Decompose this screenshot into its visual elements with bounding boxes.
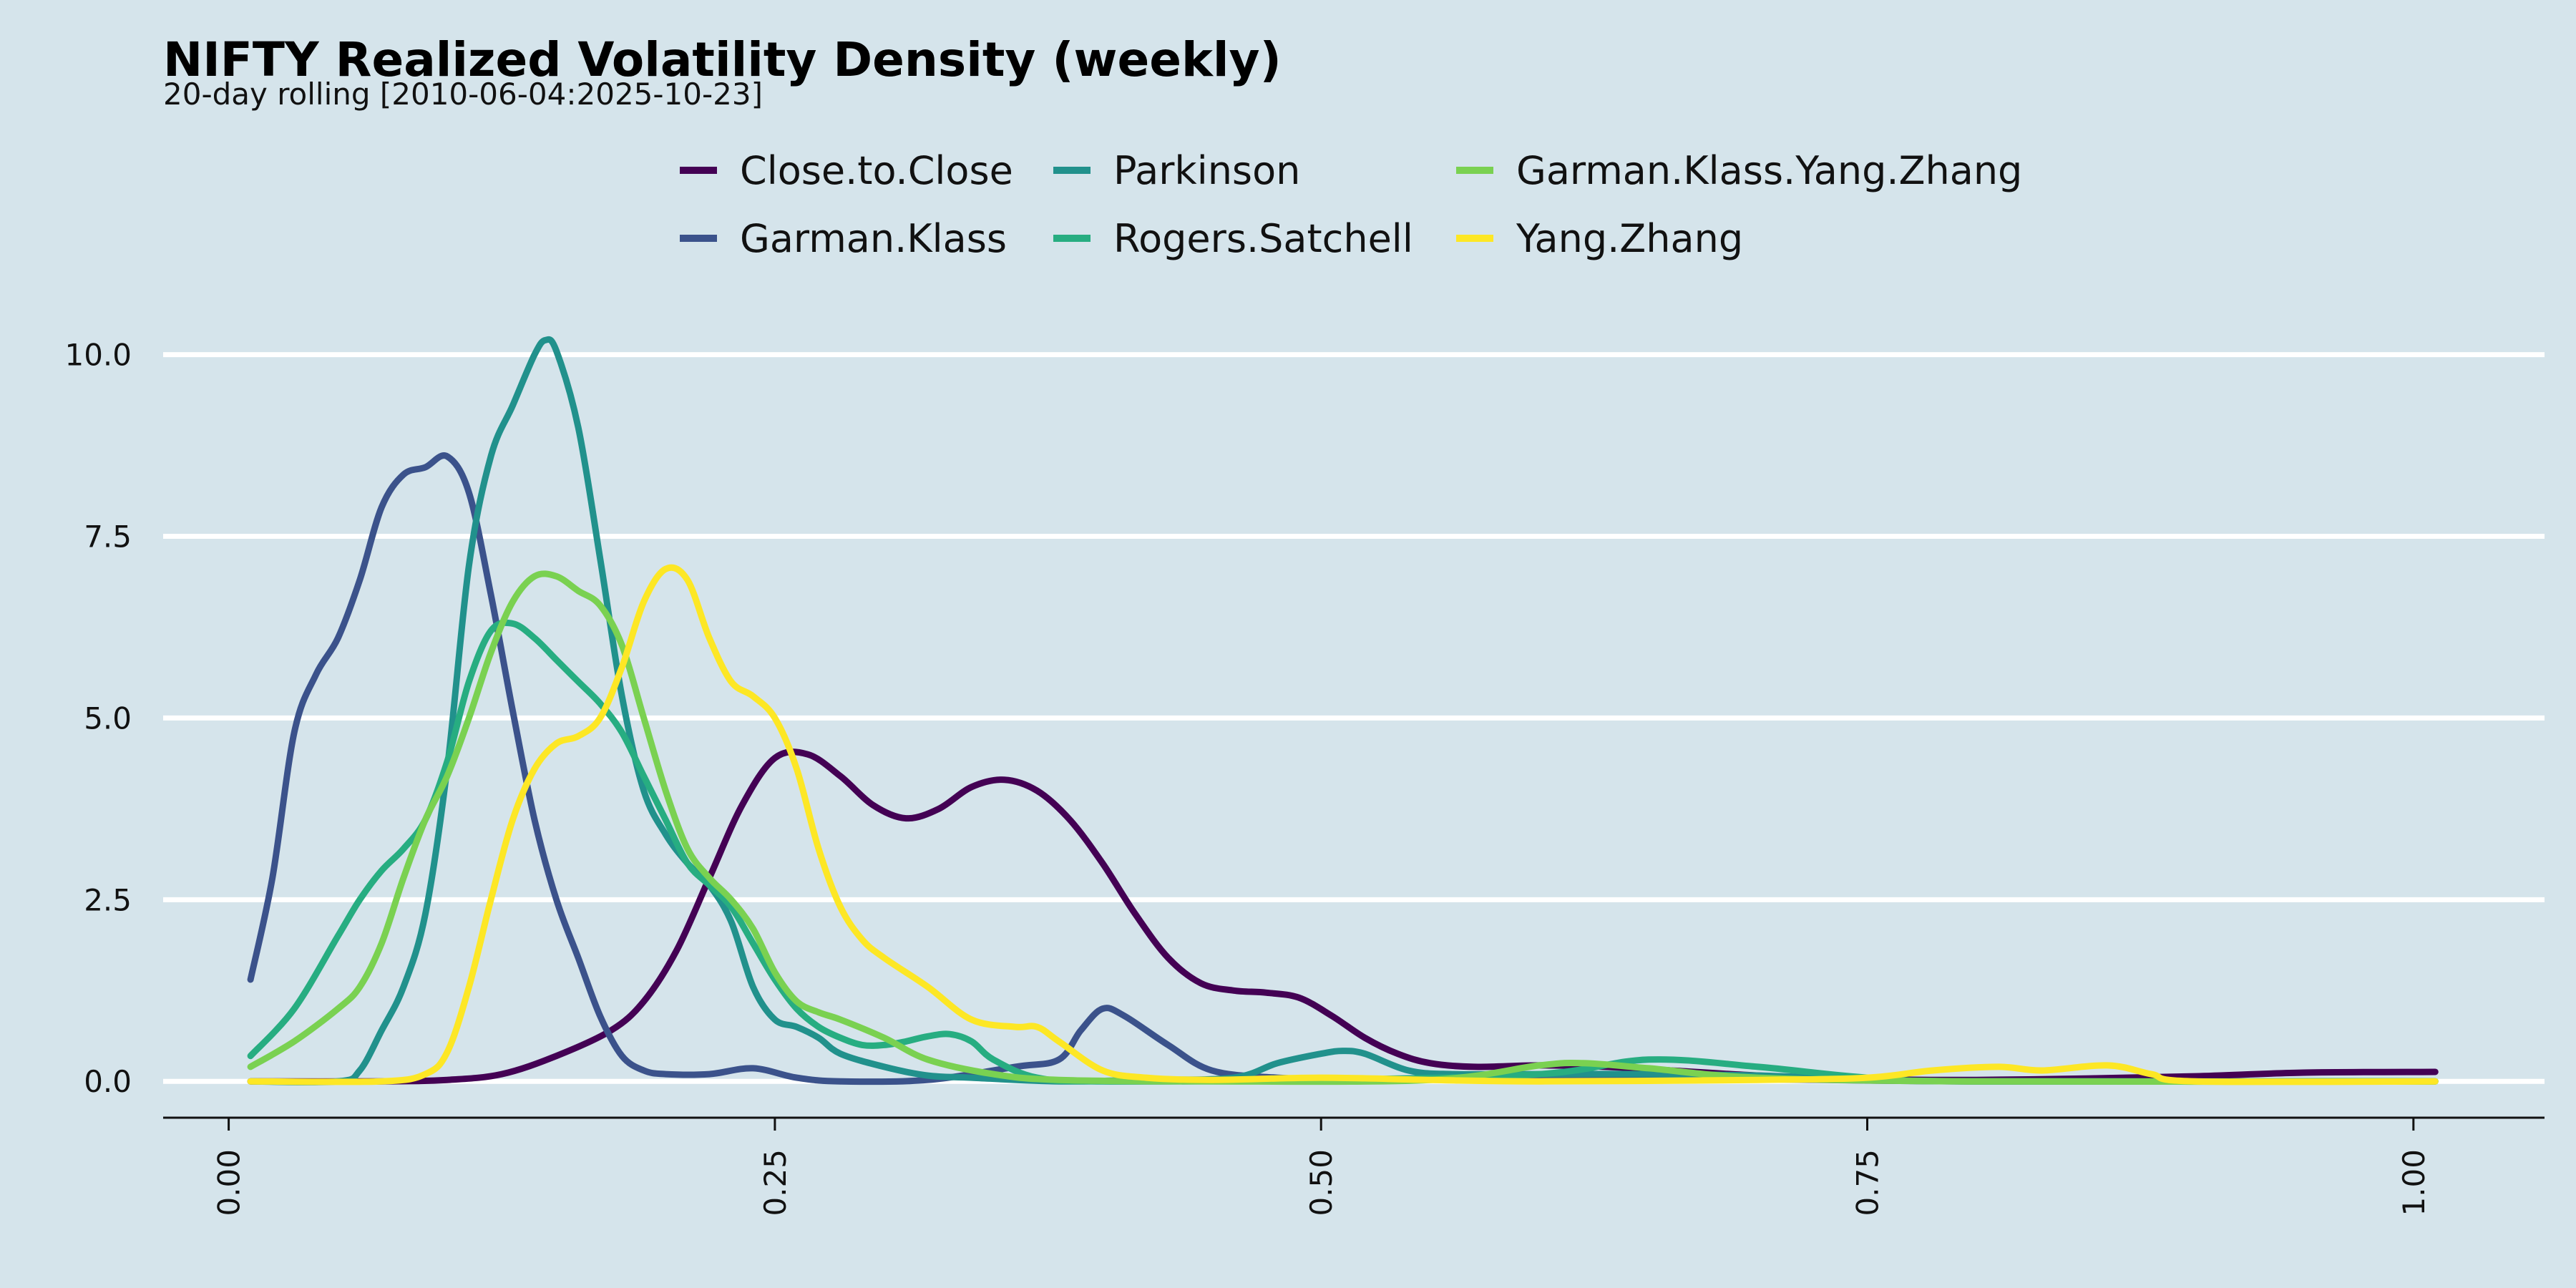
x-tick-label: 0.25 — [758, 1149, 793, 1216]
legend-label-garman-klass-yang-zhang: Garman.Klass.Yang.Zhang — [1516, 148, 2022, 193]
legend-label-rogers-satchell: Rogers.Satchell — [1113, 216, 1413, 261]
x-tick-label: 0.75 — [1850, 1149, 1885, 1216]
series-line-parkinson — [247, 336, 2439, 1085]
y-tick-label: 2.5 — [84, 882, 132, 917]
legend: Close.to.Close Garman.Klass Parkinson Roger… — [680, 148, 2022, 261]
x-axis: 0.00 0.25 0.50 0.75 1.00 — [163, 1116, 2545, 1216]
chart-subtitle: 20-day rolling [2010-06-04:2025-10-23] — [163, 77, 763, 112]
y-tick-label: 10.0 — [64, 338, 132, 373]
y-tick-label: 5.0 — [84, 701, 132, 736]
y-tick-label: 0.0 — [84, 1064, 132, 1099]
x-tick-label: 0.50 — [1304, 1149, 1339, 1216]
x-tick-label: 0.00 — [212, 1149, 247, 1216]
series-line-rogers-satchell — [247, 619, 2439, 1085]
y-axis: 0.0 2.5 5.0 7.5 10.0 — [64, 338, 132, 1100]
chart-title: NIFTY Realized Volatility Density (weekl… — [163, 32, 1282, 87]
legend-label-close-to-close: Close.to.Close — [740, 148, 1013, 193]
x-tick-label: 1.00 — [2396, 1149, 2431, 1216]
grid-lines — [163, 352, 2545, 1084]
series-line-garman-klass — [247, 452, 2439, 1085]
legend-label-yang-zhang: Yang.Zhang — [1516, 216, 1743, 261]
series-line-garman-klass-yang-zhang — [247, 570, 2439, 1085]
legend-label-parkinson: Parkinson — [1113, 148, 1300, 193]
legend-label-garman-klass: Garman.Klass — [740, 216, 1007, 261]
series-line-close-to-close — [247, 748, 2439, 1085]
series-lines — [247, 336, 2439, 1085]
y-tick-label: 7.5 — [84, 519, 132, 555]
series-line-yang-zhang — [247, 564, 2439, 1085]
